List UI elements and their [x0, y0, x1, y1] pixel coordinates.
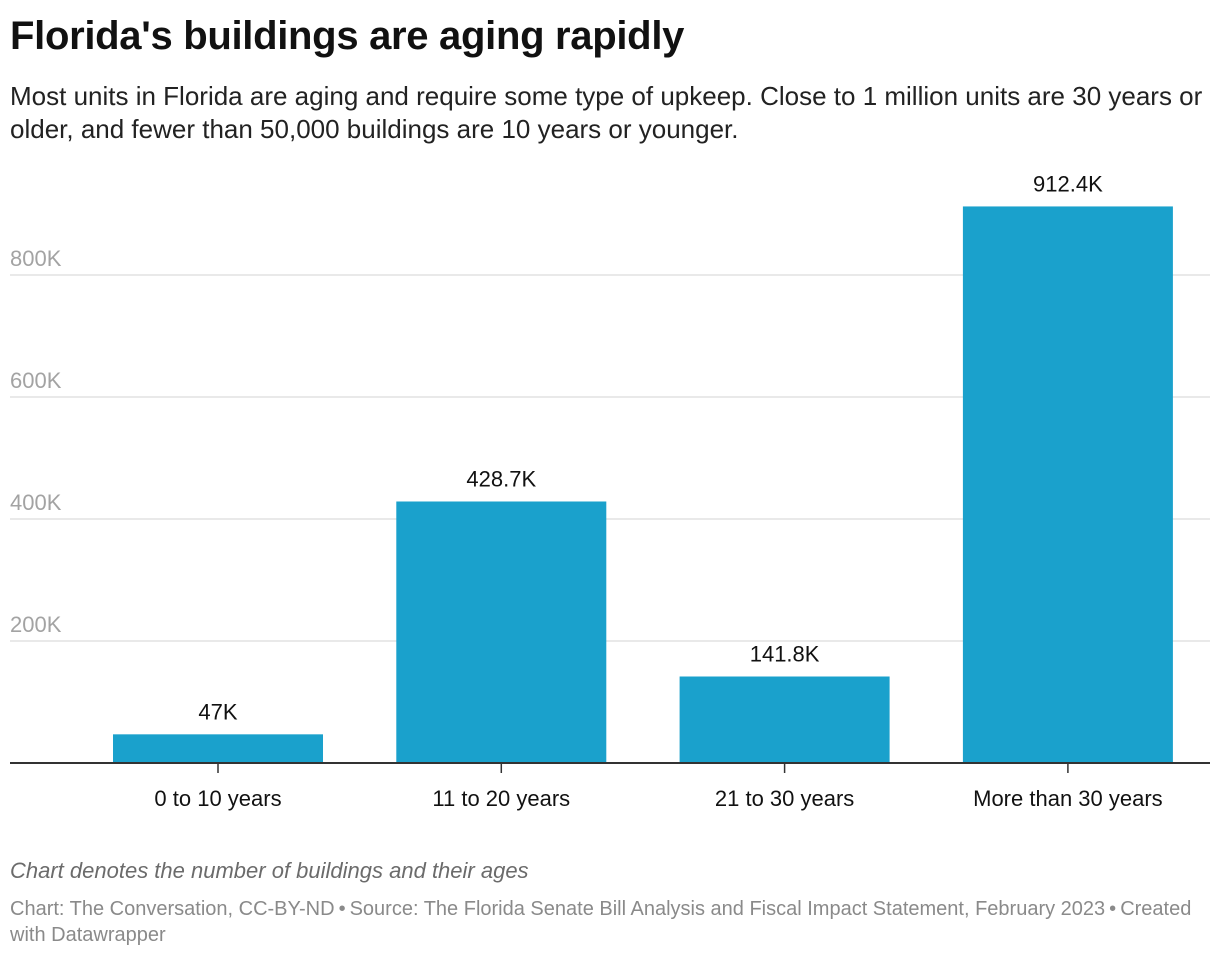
bar	[679, 676, 890, 763]
x-tick-label: 21 to 30 years	[715, 786, 854, 811]
bar-value-label: 47K	[198, 699, 237, 724]
x-tick-label: 0 to 10 years	[154, 786, 281, 811]
bar-value-label: 912.4K	[1033, 171, 1103, 196]
separator-dot: •	[338, 898, 346, 920]
credit-text: Chart: The Conversation, CC-BY-ND	[10, 898, 335, 920]
x-tick-label: More than 30 years	[973, 786, 1163, 811]
x-tick-label: 11 to 20 years	[432, 786, 570, 811]
chart-title: Florida's buildings are aging rapidly	[10, 14, 685, 58]
y-tick-label: 400K	[10, 490, 62, 515]
created-with-text: Created with Datawrapper	[10, 898, 1192, 946]
separator-dot: •	[1109, 898, 1117, 920]
chart-note: Chart denotes the number of buildings an…	[10, 858, 529, 883]
y-tick-label: 800K	[10, 246, 62, 271]
source-text: Source: The Florida Senate Bill Analysis…	[349, 898, 1106, 920]
bar-value-label: 428.7K	[466, 466, 536, 491]
bar-chart: 200K 400K 600K 800K 47K 0 to 10 years 428.7K 11…	[10, 171, 1210, 811]
bar	[396, 501, 607, 763]
chart-footer: Chart: The Conversation, CC-BY-ND • Source…	[10, 896, 1215, 948]
chart-subtitle: Most units in Florida are aging and requ…	[10, 81, 1203, 144]
bar	[962, 206, 1173, 763]
bar-value-label: 141.8K	[750, 642, 820, 667]
bar	[113, 734, 323, 763]
y-tick-label: 200K	[10, 612, 62, 637]
y-tick-label: 600K	[10, 368, 62, 393]
